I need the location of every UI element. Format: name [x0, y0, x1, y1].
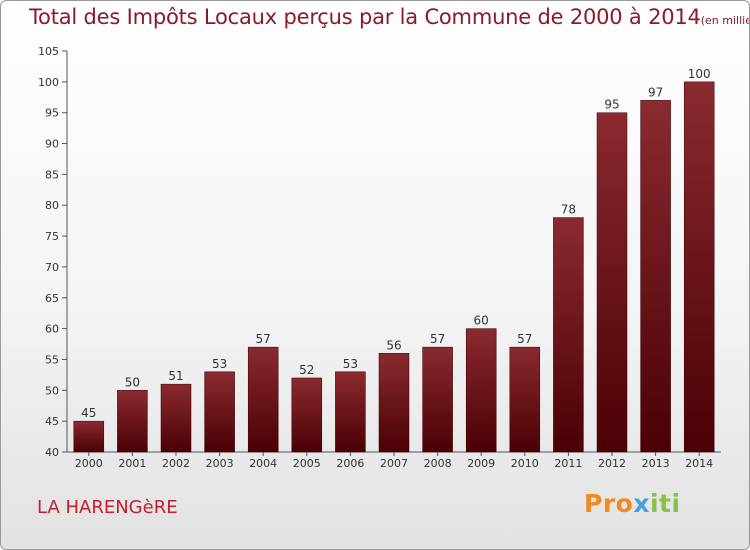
- data-label: 52: [299, 363, 314, 377]
- x-tick-label: 2004: [249, 457, 277, 470]
- logo-part-3: iti: [649, 489, 681, 518]
- y-tick-label: 55: [45, 353, 59, 366]
- y-tick-label: 70: [45, 261, 59, 274]
- x-tick-label: 2000: [75, 457, 103, 470]
- x-tick-label: 2012: [598, 457, 626, 470]
- data-labels: 45 50 51 53 57 52 53 56 57 60 57 78 95 97 100: [81, 67, 710, 420]
- bar: [465, 328, 497, 453]
- y-tick-label: 45: [45, 415, 59, 428]
- x-tick-label: 2002: [162, 457, 190, 470]
- data-label: 57: [256, 332, 271, 346]
- x-tick-label: 2010: [511, 457, 539, 470]
- bar: [509, 346, 541, 453]
- x-tick-label: 2013: [642, 457, 670, 470]
- data-label: 78: [561, 203, 576, 217]
- bar: [378, 353, 410, 453]
- x-tick-label: 2009: [467, 457, 495, 470]
- y-tick-label: 100: [38, 76, 59, 89]
- x-tick-label: 2008: [424, 457, 452, 470]
- bar: [117, 390, 148, 453]
- x-tick-label: 2001: [118, 457, 146, 470]
- bar: [247, 346, 279, 453]
- bar: [291, 377, 323, 453]
- data-label: 53: [343, 357, 358, 371]
- y-tick-label: 50: [45, 384, 59, 397]
- data-label: 57: [517, 332, 532, 346]
- y-tick-label: 105: [38, 45, 59, 58]
- y-tick-label: 95: [45, 107, 59, 120]
- chart-title-text: Total des Impôts Locaux perçus par la Co…: [29, 5, 701, 29]
- data-label: 45: [81, 406, 96, 420]
- data-label: 51: [168, 369, 183, 383]
- y-tick-label: 80: [45, 199, 59, 212]
- bar: [73, 420, 105, 453]
- bar: [553, 217, 584, 453]
- commune-name: LA HARENGèRE: [37, 497, 178, 518]
- y-tick-label: 40: [45, 446, 59, 459]
- bars: [73, 81, 715, 453]
- data-label: 100: [688, 67, 711, 81]
- bar: [596, 112, 628, 453]
- bar: [160, 383, 192, 453]
- y-tick-label: 75: [45, 230, 59, 243]
- y-tick-label: 90: [45, 138, 59, 151]
- data-label: 56: [386, 338, 401, 352]
- data-label: 57: [430, 332, 445, 346]
- bar: [683, 81, 715, 453]
- y-tick-label: 60: [45, 323, 59, 336]
- x-tick-label: 2011: [554, 457, 582, 470]
- y-tick-label: 65: [45, 292, 59, 305]
- x-tick-label: 2006: [336, 457, 364, 470]
- x-tick-label: 2003: [206, 457, 234, 470]
- x-tick-label: 2014: [685, 457, 713, 470]
- x-axis: 2000 2001 2002 2003 2004 2005 2006 2007 2008 2009…: [67, 451, 721, 470]
- chart-title: Total des Impôts Locaux perçus par la Co…: [29, 5, 749, 29]
- logo-part-2: x: [633, 489, 650, 518]
- x-tick-label: 2007: [380, 457, 408, 470]
- data-label: 50: [125, 375, 140, 389]
- chart-unit-label: (en milliers d'€): [700, 14, 749, 27]
- y-axis: 40 45 50 55 60 65 70 75 80 85 90 95 100 105: [38, 45, 68, 459]
- x-tick-label: 2005: [293, 457, 321, 470]
- bar: [422, 346, 453, 453]
- bar: [640, 100, 671, 453]
- bar: [204, 371, 235, 453]
- data-label: 97: [648, 85, 663, 99]
- data-label: 53: [212, 357, 227, 371]
- data-label: 95: [604, 98, 619, 112]
- data-label: 60: [474, 314, 489, 328]
- bar: [335, 371, 366, 453]
- logo-part-1: Pro: [584, 489, 634, 518]
- y-tick-label: 85: [45, 168, 59, 181]
- proxiti-logo: Proxiti: [584, 489, 681, 518]
